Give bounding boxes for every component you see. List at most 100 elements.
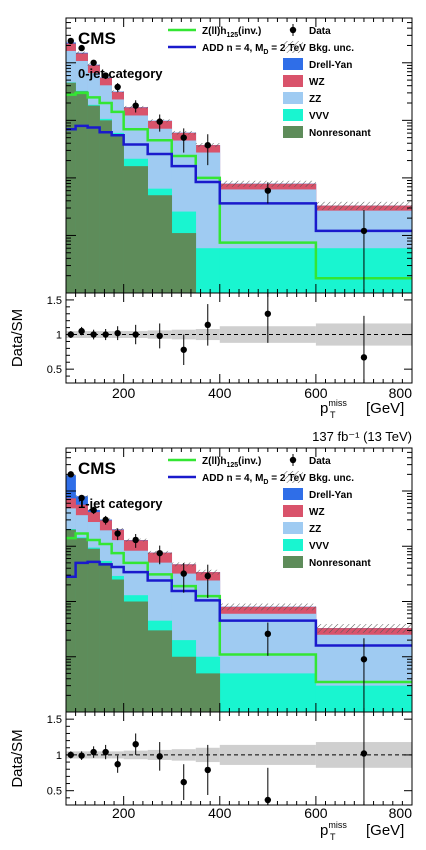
- data-point: [90, 59, 97, 66]
- legend-unc-label: Bkg. unc.: [309, 43, 354, 54]
- ratio-tick-label: 0.5: [47, 364, 62, 376]
- ratio-tick-label: 1: [56, 750, 62, 762]
- x-axis-label-sub: T: [330, 410, 336, 420]
- x-axis-label-unit: [GeV]: [366, 400, 404, 417]
- data-point: [156, 549, 163, 557]
- ratio-point: [264, 310, 272, 317]
- data-point: [264, 187, 272, 194]
- legend-swatch-zz: [283, 92, 303, 104]
- stack-bar-nonresonant: [87, 105, 100, 293]
- x-axis-label-sub: T: [330, 832, 336, 842]
- x-axis-label: pmiss: [320, 820, 347, 839]
- category-label: 1-jet category: [78, 496, 163, 511]
- ratio-tick-label: 0.5: [47, 786, 62, 798]
- ratio-unc-band: [171, 749, 196, 761]
- x-tick-label: 800: [389, 805, 413, 821]
- ratio-point: [360, 750, 368, 757]
- legend-data-label: Data: [309, 456, 331, 467]
- data-point: [67, 37, 75, 45]
- stack-bar-nonresonant: [66, 529, 76, 712]
- x-axis-label: pmiss: [320, 398, 347, 417]
- legend-unc-label: Bkg. unc.: [309, 473, 354, 484]
- legend-label-wz: WZ: [309, 507, 325, 518]
- legend-data-label: Data: [309, 26, 331, 37]
- stack-bar-nonresonant: [171, 656, 197, 712]
- x-tick-label: 200: [112, 805, 136, 821]
- ratio-point: [204, 766, 211, 774]
- legend-label-drell-yan: Drell-Yan: [309, 490, 352, 501]
- data-point: [114, 530, 121, 537]
- x-tick-label: 400: [208, 385, 232, 401]
- stack-bar-nonresonant: [66, 82, 76, 293]
- ratio-point: [156, 753, 163, 760]
- signal-add-line: [66, 124, 412, 233]
- x-tick-label: 800: [389, 385, 413, 401]
- legend-label-zz: ZZ: [309, 94, 321, 105]
- x-tick-label: 400: [208, 805, 232, 821]
- legend-label-nonresonant: Nonresonant: [309, 558, 371, 569]
- data-point: [180, 134, 187, 141]
- legend-swatch-nonresonant: [283, 126, 303, 138]
- ratio-tick-label: 1.5: [47, 714, 62, 726]
- legend: Z(ll)h125(inv.)ADD n = 4, MD = 2 TeVData…: [168, 454, 371, 569]
- stack-bar-vvv: [195, 248, 221, 293]
- data-point: [114, 83, 121, 91]
- data-point: [360, 227, 368, 235]
- legend-label-subscript: D: [263, 479, 268, 486]
- stack-bar-nonresonant: [111, 135, 124, 293]
- legend-label-drell-yan: Drell-Yan: [309, 60, 352, 71]
- category-label: 0-jet category: [78, 66, 163, 81]
- data-point: [204, 572, 211, 580]
- data-point: [180, 570, 187, 577]
- data-point: [102, 516, 109, 524]
- legend-label-subscript: D: [263, 49, 268, 56]
- data-point: [132, 536, 139, 544]
- x-tick-label: 600: [304, 805, 328, 821]
- x-axis-label-main: p: [320, 822, 328, 839]
- panel-one-jet: CMS 1-jet category Z(ll)h125(inv.) ADD n = …: [9, 429, 413, 842]
- x-axis-label-unit: [GeV]: [366, 822, 404, 839]
- ratio-point: [78, 327, 85, 335]
- legend-swatch-wz: [283, 75, 303, 87]
- bkg-unc-band: [111, 90, 124, 93]
- stack-bar-nonresonant: [195, 673, 221, 712]
- stack-bar-nonresonant: [99, 562, 112, 712]
- ratio-point: [78, 752, 85, 759]
- stack-bar-nonresonant: [147, 630, 173, 712]
- x-axis-label-main: p: [320, 400, 328, 417]
- legend-label-wz: WZ: [309, 77, 325, 88]
- ratio-unc-band: [219, 744, 316, 765]
- cms-label: CMS: [78, 459, 116, 478]
- legend-swatch-wz: [283, 505, 303, 517]
- data-point: [78, 494, 85, 502]
- data-point: [78, 44, 85, 52]
- ratio-point: [264, 796, 272, 804]
- bkg-unc-band: [75, 51, 88, 54]
- cms-label: CMS: [78, 29, 116, 48]
- ratio-point: [90, 748, 97, 756]
- stack-bar-nonresonant: [147, 195, 173, 293]
- x-axis-label-sup: miss: [328, 398, 347, 408]
- ratio-point: [114, 329, 121, 337]
- legend-swatch-vvv: [283, 109, 303, 121]
- bkg-unc-band: [315, 624, 412, 633]
- legend-swatch-vvv: [283, 539, 303, 551]
- legend-label-vvv: VVV: [309, 541, 329, 552]
- legend-label-main: Z(ll)h: [202, 26, 226, 37]
- data-point: [102, 72, 109, 79]
- legend-zh-label: Z(ll)h125(inv.): [202, 26, 261, 39]
- lumi-label: 137 fb⁻¹ (13 TeV): [312, 429, 412, 444]
- ratio-point: [114, 761, 121, 768]
- bkg-unc-band: [219, 603, 316, 611]
- x-tick-label: 200: [112, 385, 136, 401]
- legend-swatch-drell-yan: [283, 58, 303, 70]
- legend-label-main: Z(ll)h: [202, 456, 226, 467]
- bkg-unc-band: [315, 201, 412, 210]
- legend-label-main: ADD n = 4, M: [202, 43, 263, 54]
- legend-label-subscript: 125: [226, 32, 238, 39]
- ratio-point: [132, 740, 139, 748]
- ratio-point: [90, 331, 97, 338]
